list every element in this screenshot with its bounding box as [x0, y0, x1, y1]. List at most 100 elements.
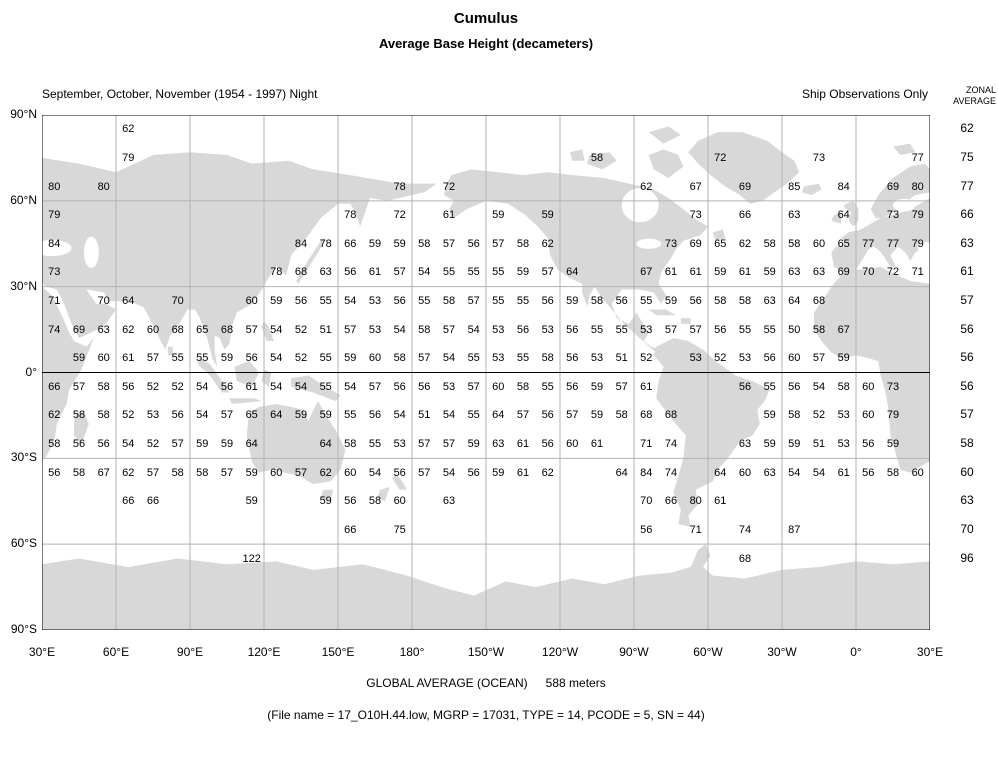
grid-value: 84 — [294, 237, 308, 250]
grid-value: 54 — [294, 380, 308, 393]
grid-value: 68 — [171, 323, 184, 336]
grid-value: 58 — [714, 295, 727, 307]
great-lakes-shape — [636, 238, 662, 249]
grid-value: 59 — [467, 438, 480, 450]
grid-value: 57 — [418, 438, 431, 450]
lon-tick-label: 90°W — [619, 645, 649, 659]
grid-value: 52 — [640, 352, 653, 365]
grid-value: 67 — [640, 266, 653, 279]
grid-value: 58 — [442, 295, 456, 307]
grid-value: 59 — [72, 352, 86, 365]
grid-value: 59 — [245, 466, 258, 479]
south-america-shape — [653, 338, 770, 527]
grid-value: 74 — [664, 438, 678, 450]
zonal-average-value: 60 — [960, 464, 974, 479]
newfoundland-shape — [712, 229, 726, 241]
grid-value: 56 — [344, 495, 357, 508]
lat-tick-label: 90°S — [10, 622, 37, 636]
zonal-average-value: 58 — [960, 436, 974, 450]
grid-value: 54 — [344, 380, 357, 393]
grid-value: 57 — [664, 323, 678, 336]
grid-value: 60 — [788, 352, 801, 365]
borneo-shape — [234, 361, 260, 387]
grid-value: 84 — [48, 237, 61, 250]
grid-value: 58 — [788, 237, 801, 250]
grid-value: 56 — [566, 352, 579, 365]
grid-value: 58 — [738, 295, 752, 307]
global-average-line: GLOBAL AVERAGE (OCEAN) 588 meters — [42, 676, 930, 690]
grid-value: 54 — [393, 409, 406, 422]
grid-value: 55 — [171, 352, 184, 365]
map-svg — [42, 115, 930, 630]
grid-values-layer: 62 79 58 72 73 77 80 80 78 72 62 67 69 85 84 69 80 79 78 72… — [42, 115, 930, 630]
hudson-bay-shape — [621, 187, 659, 223]
grid-value: 55 — [319, 352, 332, 365]
grid-value: 59 — [220, 352, 234, 365]
sri-lanka-shape — [167, 346, 173, 356]
grid-value: 55 — [418, 295, 431, 307]
grid-value: 71 — [689, 523, 702, 536]
grid-value: 62 — [541, 237, 554, 250]
black-sea-east-shape — [917, 241, 930, 255]
grid-value: 54 — [196, 380, 209, 393]
grid-value: 68 — [220, 323, 234, 336]
zonal-average-value: 56 — [960, 321, 974, 336]
grid-value: 54 — [442, 409, 456, 422]
grid-value: 59 — [492, 209, 505, 222]
grid-value: 87 — [788, 523, 801, 536]
grid-value: 56 — [393, 380, 406, 393]
lon-tick-label: 0° — [850, 645, 862, 659]
grid-value: 57 — [541, 266, 554, 279]
grid-value: 52 — [294, 323, 308, 336]
africa-west-shape — [814, 266, 930, 473]
grid-value: 67 — [837, 323, 850, 336]
grid-value: 63 — [788, 266, 801, 279]
grid-value: 55 — [319, 295, 332, 307]
zonal-average-value: 62 — [960, 121, 974, 136]
grid-value: 57 — [418, 466, 431, 479]
grid-value: 80 — [911, 180, 924, 193]
grid-value: 56 — [122, 380, 135, 393]
grid-value: 59 — [344, 352, 357, 365]
scandinavia-shape — [870, 163, 930, 218]
iceland-shape — [801, 183, 822, 196]
grid-value: 61 — [442, 209, 456, 222]
grid-value: 59 — [319, 409, 332, 422]
grid-value: 59 — [590, 380, 604, 393]
grid-value: 79 — [48, 209, 61, 222]
grid-value: 57 — [442, 323, 456, 336]
grid-value: 63 — [97, 323, 110, 336]
grid-value: 57 — [294, 466, 308, 479]
grid-value: 56 — [393, 466, 406, 479]
new-zealand-north-shape — [392, 472, 408, 490]
grid-value: 85 — [788, 180, 801, 193]
lat-tick-label: 60°N — [10, 192, 37, 207]
grid-value: 54 — [442, 466, 456, 479]
grid-value: 80 — [97, 180, 110, 193]
grid-value: 59 — [245, 495, 258, 508]
grid-value: 59 — [541, 209, 554, 222]
grid-value: 55 — [763, 380, 776, 393]
zonal-header-line1: ZONAL — [965, 85, 996, 95]
grid-value: 68 — [738, 552, 752, 565]
grid-value: 59 — [763, 438, 776, 450]
grid-value: 60 — [862, 380, 875, 393]
grid-value: 58 — [344, 438, 357, 450]
grid-value: 65 — [196, 323, 209, 336]
zonal-average-value: 56 — [960, 350, 974, 365]
grid-value: 64 — [714, 466, 727, 479]
grid-value: 57 — [418, 352, 431, 365]
grid-value: 56 — [566, 323, 579, 336]
zonal-average-value: 56 — [960, 378, 974, 393]
grid-value: 65 — [245, 409, 258, 422]
grid-value: 55 — [442, 266, 456, 279]
grid-value: 74 — [664, 466, 678, 479]
grid-value: 59 — [368, 237, 382, 250]
grid-value: 50 — [788, 323, 801, 336]
grid-value: 66 — [344, 523, 357, 536]
grid-value: 66 — [738, 209, 752, 222]
grid-value: 56 — [714, 323, 727, 336]
grid-value: 57 — [220, 466, 234, 479]
grid-value: 51 — [615, 352, 628, 365]
grid-value: 56 — [566, 380, 579, 393]
